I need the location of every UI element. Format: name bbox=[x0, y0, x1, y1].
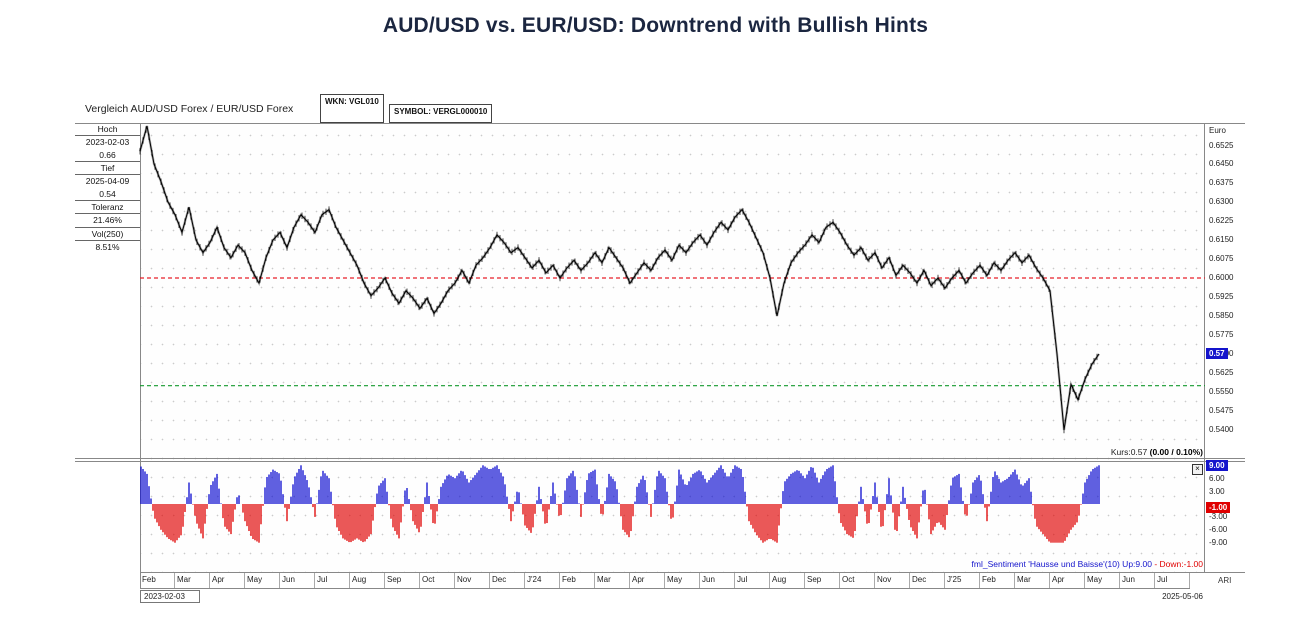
kurs-readout: Kurs:0.57 (0.00 / 0.10%) bbox=[1111, 447, 1203, 457]
month-tick: Jun bbox=[700, 573, 735, 588]
month-tick: Jul bbox=[1155, 573, 1190, 588]
price-tick: 0.6375 bbox=[1209, 178, 1234, 188]
month-tick: Aug bbox=[350, 573, 385, 588]
price-tick: 0.6075 bbox=[1209, 254, 1234, 264]
start-date-box: 2023-02-03 bbox=[140, 590, 200, 603]
month-tick: May bbox=[245, 573, 280, 588]
price-tick: 0.6225 bbox=[1209, 216, 1234, 226]
close-indicator-icon[interactable]: × bbox=[1192, 464, 1203, 475]
end-date-label: 2025-05-06 bbox=[1162, 592, 1203, 601]
price-tick: 0.5850 bbox=[1209, 311, 1234, 321]
hoch-label: Hoch bbox=[75, 123, 140, 136]
ari-label: ARI bbox=[1218, 576, 1232, 585]
month-tick: Dec bbox=[910, 573, 945, 588]
price-tick: 0.5550 bbox=[1209, 387, 1234, 397]
month-tick: May bbox=[1085, 573, 1120, 588]
current-price-badge: 0.57 bbox=[1206, 347, 1228, 359]
month-tick: Mar bbox=[175, 573, 210, 588]
month-tick: Oct bbox=[420, 573, 455, 588]
price-tick: 0.6000 bbox=[1209, 273, 1234, 283]
price-tick: 0.6450 bbox=[1209, 159, 1234, 169]
sentiment-tick: -3.00 bbox=[1209, 512, 1228, 522]
sentiment-tick: -6.00 bbox=[1209, 525, 1228, 535]
month-tick: May bbox=[665, 573, 700, 588]
month-tick: Apr bbox=[1050, 573, 1085, 588]
sentiment-indicator-label: fml_Sentiment 'Hausse und Baisse'(10) Up… bbox=[972, 559, 1203, 569]
month-tick: Oct bbox=[840, 573, 875, 588]
month-tick: Mar bbox=[1015, 573, 1050, 588]
vol-value: 8.51% bbox=[95, 241, 120, 252]
toleranz-value: 21.46% bbox=[93, 215, 122, 225]
kurs-change: (0.00 / 0.10%) bbox=[1149, 447, 1203, 457]
tief-date: 2025-04-09 bbox=[85, 176, 130, 186]
month-tick: Jun bbox=[1120, 573, 1155, 588]
month-tick: Feb bbox=[140, 573, 175, 588]
month-tick: Jul bbox=[735, 573, 770, 588]
symbol-box: SYMBOL: VERGL000010 bbox=[389, 104, 493, 123]
month-tick: Sep bbox=[385, 573, 420, 588]
month-tick: Mar bbox=[595, 573, 630, 588]
month-tick: Jul bbox=[315, 573, 350, 588]
month-tick: J'24 bbox=[525, 573, 560, 588]
month-tick: Apr bbox=[630, 573, 665, 588]
toleranz-label: Toleranz bbox=[75, 200, 140, 214]
price-tick: 0.6300 bbox=[1209, 197, 1234, 207]
month-tick: Dec bbox=[490, 573, 525, 588]
tief-value: 0.54 bbox=[99, 188, 116, 199]
month-tick: Nov bbox=[455, 573, 490, 588]
hoch-value: 0.66 bbox=[99, 149, 116, 160]
info-panel: Hoch 2023-02-03 0.66 Tief 2025-04-09 0.5… bbox=[75, 123, 140, 253]
instrument-title: Vergleich AUD/USD Forex / EUR/USD Forex bbox=[85, 103, 294, 115]
page-title: AUD/USD vs. EUR/USD: Downtrend with Bull… bbox=[382, 14, 929, 37]
vol-label: Vol(250) bbox=[75, 226, 140, 241]
tief-label: Tief bbox=[75, 161, 140, 175]
price-axis-currency-label: Euro bbox=[1209, 126, 1226, 135]
month-tick: Apr bbox=[210, 573, 245, 588]
price-tick: 0.5475 bbox=[1209, 406, 1234, 416]
price-tick: 0.6150 bbox=[1209, 235, 1234, 245]
hoch-date: 2023-02-03 bbox=[85, 137, 130, 147]
month-tick: J'25 bbox=[945, 573, 980, 588]
wkn-box: WKN: VGL010 bbox=[320, 94, 384, 123]
month-tick: Sep bbox=[805, 573, 840, 588]
sentiment-up-badge: 9.00 bbox=[1206, 460, 1228, 472]
sentiment-tick: -9.00 bbox=[1209, 538, 1228, 548]
month-tick: Feb bbox=[980, 573, 1015, 588]
sentiment-tick: 3.00 bbox=[1209, 486, 1225, 496]
kurs-price: Kurs:0.57 bbox=[1110, 447, 1150, 457]
price-tick: 0.5625 bbox=[1209, 368, 1234, 378]
month-tick: Feb bbox=[560, 573, 595, 588]
month-tick: Jun bbox=[280, 573, 315, 588]
month-tick: Nov bbox=[875, 573, 910, 588]
price-tick: 0.5400 bbox=[1209, 425, 1234, 435]
price-tick: 0.6525 bbox=[1209, 140, 1234, 150]
chart-plot-area[interactable] bbox=[140, 123, 1205, 572]
month-axis: Feb Mar Apr May Jun Jul Aug Sep Oct Nov Dec J'24 Feb… bbox=[140, 573, 1190, 589]
month-tick: Aug bbox=[770, 573, 805, 588]
price-tick: 0.5775 bbox=[1209, 330, 1234, 340]
sentiment-up-text: fml_Sentiment 'Hausse und Baisse'(10) Up… bbox=[971, 559, 1155, 569]
sentiment-down-badge: -1.00 bbox=[1206, 502, 1231, 514]
sentiment-down-text: - Down:-1.00 bbox=[1154, 559, 1203, 569]
price-tick: 0.5925 bbox=[1209, 292, 1234, 302]
sentiment-tick: 6.00 bbox=[1209, 473, 1225, 483]
